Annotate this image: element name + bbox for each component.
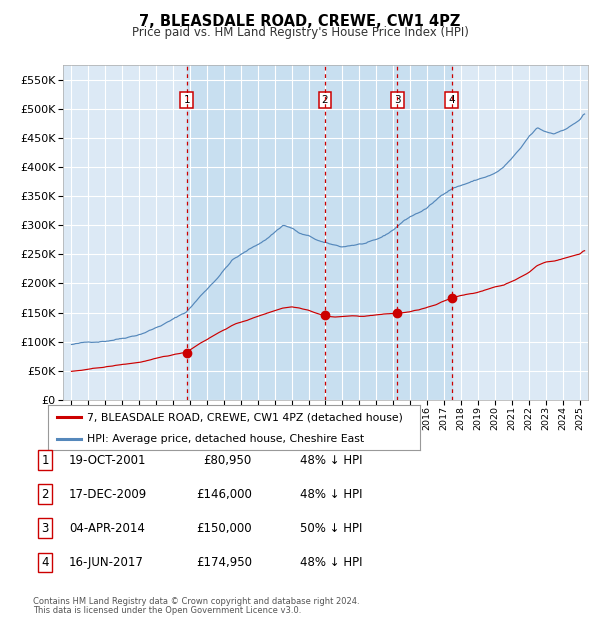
Text: £146,000: £146,000: [196, 488, 252, 500]
Text: 2: 2: [322, 95, 328, 105]
Text: 3: 3: [394, 95, 401, 105]
Text: £80,950: £80,950: [204, 454, 252, 466]
Bar: [187, 65, 325, 400]
Text: 04-APR-2014: 04-APR-2014: [69, 522, 145, 534]
Text: 4: 4: [41, 556, 49, 569]
Text: 48% ↓ HPI: 48% ↓ HPI: [300, 454, 362, 466]
Text: 2: 2: [41, 488, 49, 500]
Text: 7, BLEASDALE ROAD, CREWE, CW1 4PZ: 7, BLEASDALE ROAD, CREWE, CW1 4PZ: [139, 14, 461, 29]
Text: 48% ↓ HPI: 48% ↓ HPI: [300, 556, 362, 569]
Text: 19-OCT-2001: 19-OCT-2001: [69, 454, 146, 466]
Text: 17-DEC-2009: 17-DEC-2009: [69, 488, 147, 500]
Text: 1: 1: [184, 95, 190, 105]
Text: 4: 4: [448, 95, 455, 105]
Text: 7, BLEASDALE ROAD, CREWE, CW1 4PZ (detached house): 7, BLEASDALE ROAD, CREWE, CW1 4PZ (detac…: [87, 412, 403, 422]
Text: 3: 3: [41, 522, 49, 534]
Text: £150,000: £150,000: [196, 522, 252, 534]
Text: £174,950: £174,950: [196, 556, 252, 569]
Text: 50% ↓ HPI: 50% ↓ HPI: [300, 522, 362, 534]
Text: 1: 1: [41, 454, 49, 466]
Text: 48% ↓ HPI: 48% ↓ HPI: [300, 488, 362, 500]
Bar: [397, 65, 452, 400]
Text: 16-JUN-2017: 16-JUN-2017: [69, 556, 144, 569]
Text: This data is licensed under the Open Government Licence v3.0.: This data is licensed under the Open Gov…: [33, 606, 301, 615]
Bar: [325, 65, 397, 400]
Text: HPI: Average price, detached house, Cheshire East: HPI: Average price, detached house, Ches…: [87, 434, 364, 444]
Text: Contains HM Land Registry data © Crown copyright and database right 2024.: Contains HM Land Registry data © Crown c…: [33, 597, 359, 606]
Text: Price paid vs. HM Land Registry's House Price Index (HPI): Price paid vs. HM Land Registry's House …: [131, 26, 469, 39]
